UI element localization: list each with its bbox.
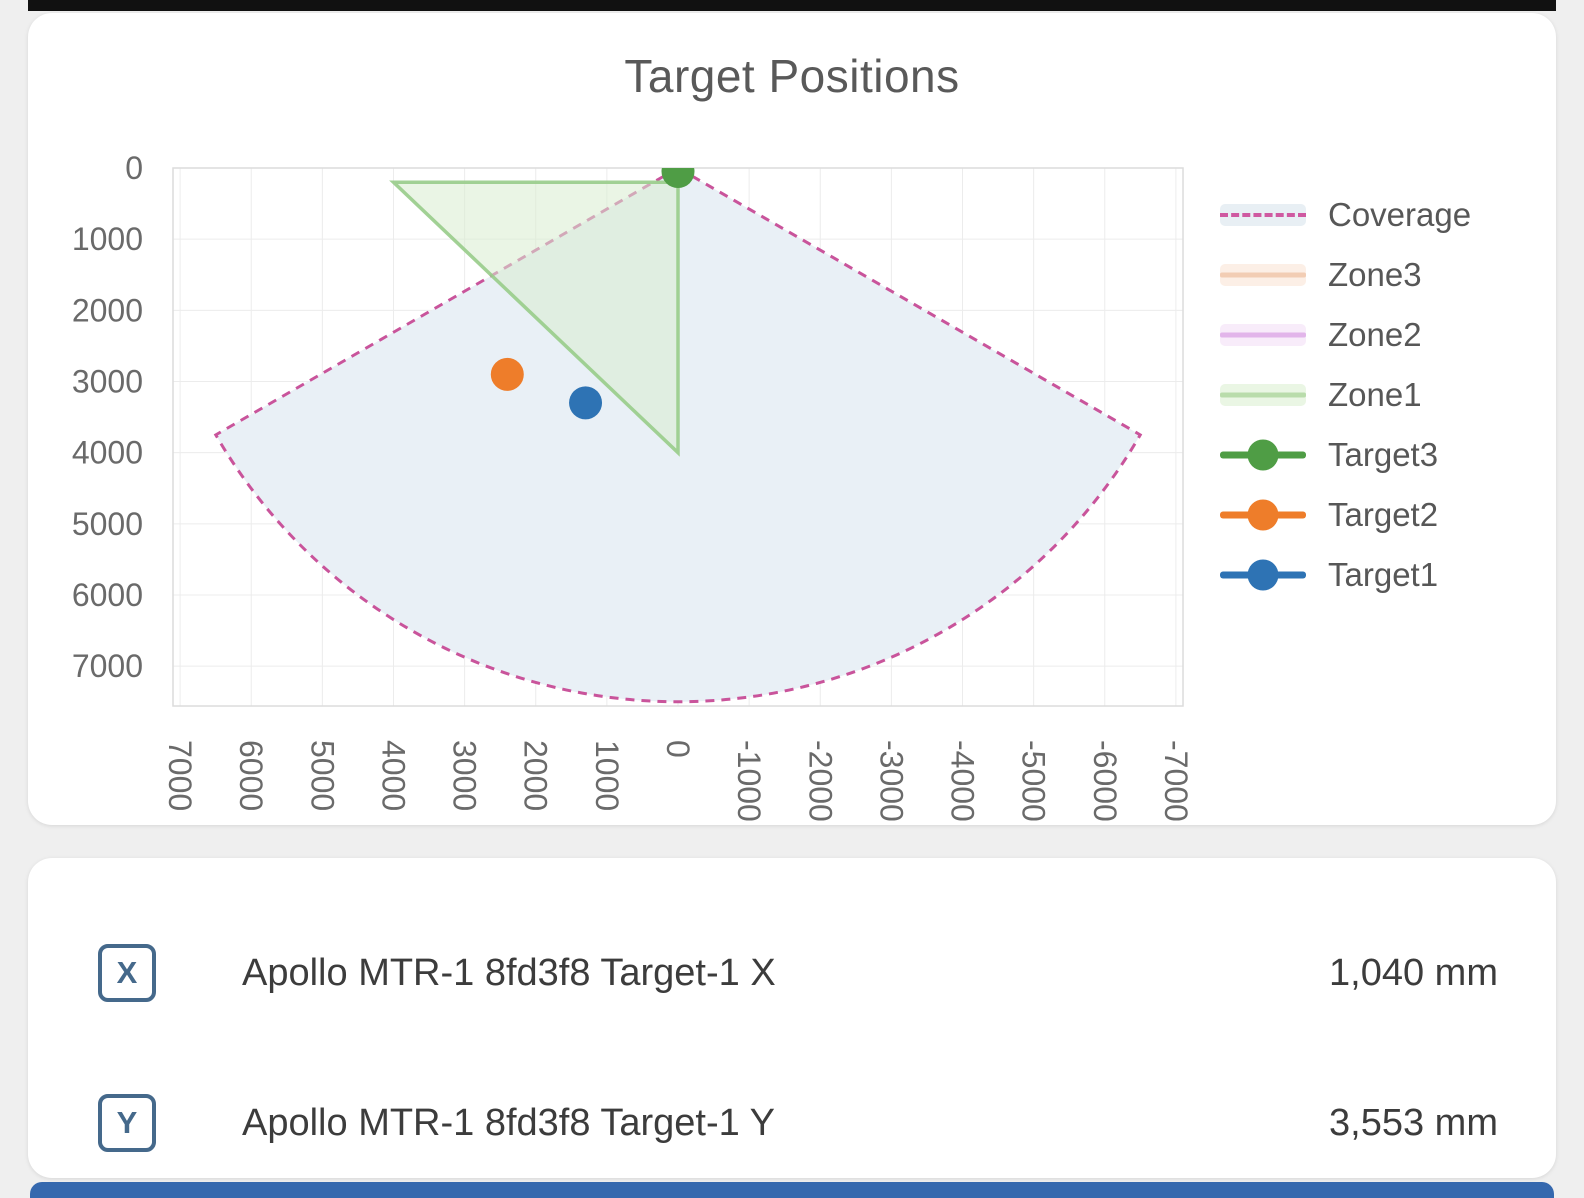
target-marker-target1[interactable] (569, 386, 603, 420)
legend-marker-zone1 (1220, 382, 1306, 408)
alpha-y-box-icon: Y (98, 1094, 156, 1152)
legend-label: Target1 (1328, 556, 1439, 593)
icon-letter: Y (116, 1105, 138, 1140)
legend-marker-target3 (1220, 439, 1306, 471)
zone-area-zone1 (389, 180, 680, 457)
legend-marker-zone2 (1220, 322, 1306, 348)
x-tick-label: -5000 (1016, 740, 1052, 822)
x-tick-label: 1000 (589, 740, 625, 811)
y-tick-label: 1000 (72, 221, 143, 257)
legend-marker-coverage (1220, 202, 1306, 228)
x-tick-label: 5000 (304, 740, 340, 811)
legend-item-coverage[interactable]: Coverage (1220, 185, 1471, 245)
entity-rows: X Apollo MTR-1 8fd3f8 Target-1 X 1,040 m… (28, 858, 1556, 1178)
target-positions-card: Target Positions 0 1000 2000 3000 4000 5000 60… (28, 13, 1556, 825)
legend-item-zone2[interactable]: Zone2 (1220, 305, 1471, 365)
sensor-entities-card: X Apollo MTR-1 8fd3f8 Target-1 X 1,040 m… (28, 858, 1556, 1178)
x-tick-label: 0 (660, 740, 696, 758)
x-tick-label: -7000 (1158, 740, 1194, 822)
x-tick-label: -6000 (1087, 740, 1123, 822)
legend-marker-target2 (1220, 499, 1306, 531)
y-tick-label: 7000 (72, 648, 143, 684)
x-tick-label: -3000 (873, 740, 909, 822)
y-tick-label: 5000 (72, 506, 143, 542)
top-edge-bar (28, 0, 1556, 11)
target-marker-target2[interactable] (490, 357, 524, 391)
x-tick-label: 7000 (162, 740, 198, 811)
legend-label: Target3 (1328, 436, 1439, 473)
legend-marker-target1 (1220, 559, 1306, 591)
icon-letter: X (116, 955, 138, 990)
legend-marker-zone3 (1220, 262, 1306, 288)
y-tick-label: 3000 (72, 363, 143, 399)
entity-value: 1,040 mm (1329, 951, 1498, 994)
legend-label: Target2 (1328, 496, 1439, 533)
target-positions-chart[interactable]: 0 1000 2000 3000 4000 5000 6000 7000 7000 6000 500… (28, 143, 1556, 825)
legend-item-zone3[interactable]: Zone3 (1220, 245, 1471, 305)
x-tick-label: -2000 (802, 740, 838, 822)
legend-label: Coverage (1328, 196, 1472, 233)
y-tick-label: 6000 (72, 577, 143, 613)
legend-item-target3[interactable]: Target3 (1220, 425, 1471, 485)
entity-name: Apollo MTR-1 8fd3f8 Target-1 X (242, 951, 776, 994)
next-card-top-edge (30, 1182, 1554, 1198)
legend-item-target2[interactable]: Target2 (1220, 485, 1471, 545)
legend-item-target1[interactable]: Target1 (1220, 545, 1471, 605)
x-tick-label: 2000 (518, 740, 554, 811)
x-tick-label: -1000 (731, 740, 767, 822)
legend-label: Zone2 (1328, 316, 1422, 353)
entity-value: 3,553 mm (1329, 1101, 1498, 1144)
x-tick-label: 4000 (375, 740, 411, 811)
chart-legend: Coverage Zone3 Zone2 Zone1 Target3 Target2 Tar… (1220, 185, 1471, 605)
y-tick-label: 4000 (72, 435, 143, 471)
entity-row-target1-x[interactable]: X Apollo MTR-1 8fd3f8 Target-1 X 1,040 m… (98, 918, 1498, 1028)
alpha-x-box-icon: X (98, 944, 156, 1002)
entity-row-target1-y[interactable]: Y Apollo MTR-1 8fd3f8 Target-1 Y 3,553 m… (98, 1068, 1498, 1178)
legend-label: Zone3 (1328, 256, 1422, 293)
chart-title: Target Positions (624, 50, 960, 102)
x-tick-label: 3000 (447, 740, 483, 811)
x-tick-label: -4000 (945, 740, 981, 822)
y-tick-label: 0 (125, 150, 143, 186)
y-tick-label: 2000 (72, 292, 143, 328)
legend-item-zone1[interactable]: Zone1 (1220, 365, 1471, 425)
entity-name: Apollo MTR-1 8fd3f8 Target-1 Y (242, 1101, 775, 1144)
legend-label: Zone1 (1328, 376, 1422, 413)
target-marker-target3[interactable] (661, 155, 695, 189)
x-tick-label: 6000 (233, 740, 269, 811)
